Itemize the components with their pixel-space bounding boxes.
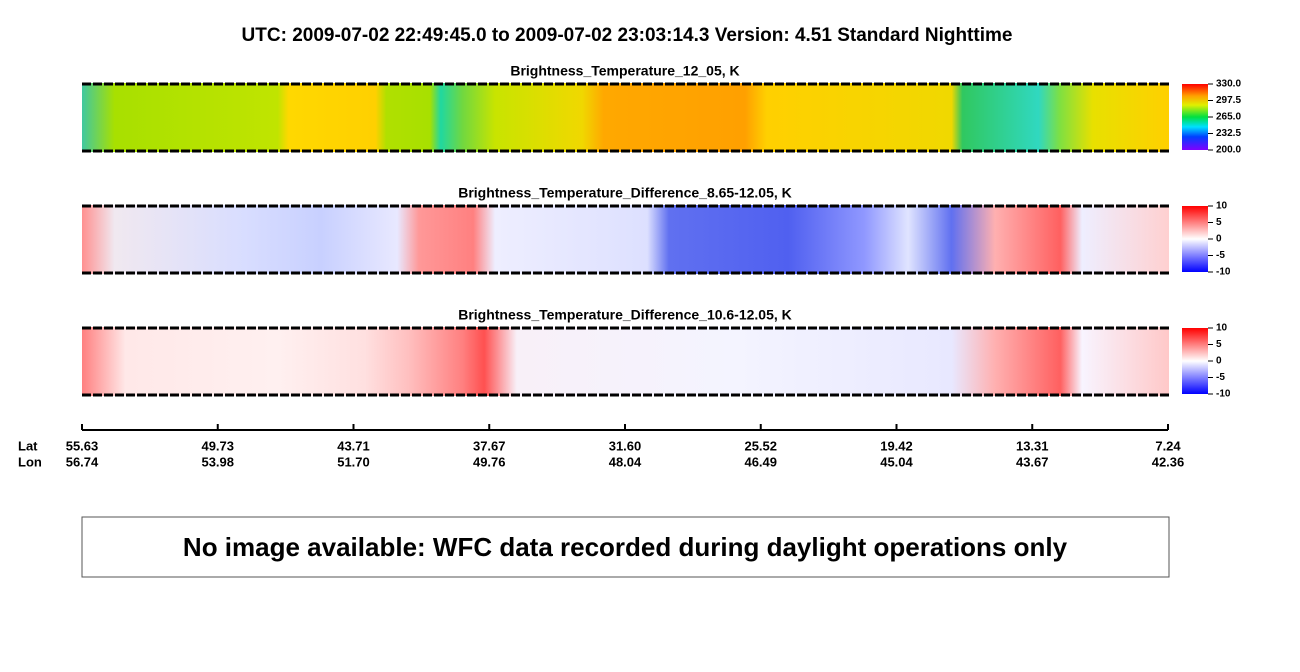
message-box <box>81 516 1170 578</box>
panel-image <box>82 83 1169 152</box>
lat-value: 31.60 <box>609 438 642 453</box>
lon-value: 51.70 <box>337 454 370 469</box>
colorbar-tick-label: 5 <box>1216 217 1222 228</box>
colorbar-tick-label: 232.5 <box>1216 128 1241 139</box>
colorbar-tick-label: -5 <box>1216 250 1225 261</box>
lat-value: 49.73 <box>201 438 234 453</box>
title: UTC: 2009-07-02 22:49:45.0 to 2009-07-02… <box>242 25 1013 46</box>
colorbar <box>1182 328 1208 394</box>
lat-value: 55.63 <box>66 438 99 453</box>
lat-value: 25.52 <box>744 438 777 453</box>
lon-label: Lon <box>18 454 42 469</box>
lon-value: 53.98 <box>201 454 234 469</box>
lon-value: 46.49 <box>744 454 777 469</box>
lat-value: 37.67 <box>473 438 506 453</box>
panel-title: Brightness_Temperature_Difference_10.6-1… <box>458 307 792 323</box>
colorbar-tick-label: 297.5 <box>1216 95 1241 106</box>
lon-value: 43.67 <box>1016 454 1049 469</box>
colorbar-tick-label: 10 <box>1216 323 1228 334</box>
colorbar <box>1182 84 1208 150</box>
colorbar-tick-label: 0 <box>1216 356 1222 367</box>
lat-value: 13.31 <box>1016 438 1049 453</box>
panel-title: Brightness_Temperature_Difference_8.65-1… <box>458 185 792 201</box>
panel-title: Brightness_Temperature_12_05, K <box>510 63 739 79</box>
lon-value: 48.04 <box>609 454 642 469</box>
colorbar-tick-label: 0 <box>1216 234 1222 245</box>
lat-value: 43.71 <box>337 438 370 453</box>
message: No image available: WFC data recorded du… <box>183 532 1068 562</box>
lon-value: 56.74 <box>66 454 99 469</box>
colorbar <box>1182 206 1208 272</box>
lon-value: 42.36 <box>1152 454 1185 469</box>
colorbar-tick-label: 265.0 <box>1216 112 1241 123</box>
colorbar-tick-label: 330.0 <box>1216 79 1241 90</box>
lon-value: 49.76 <box>473 454 506 469</box>
lat-value: 19.42 <box>880 438 913 453</box>
colorbar-tick-label: 5 <box>1216 339 1222 350</box>
colorbar-tick-label: -10 <box>1216 389 1231 400</box>
colorbar-tick-label: 10 <box>1216 201 1228 212</box>
lat-label: Lat <box>18 438 38 453</box>
panel-image <box>82 327 1169 396</box>
lat-value: 7.24 <box>1155 438 1181 453</box>
colorbar-tick-label: -10 <box>1216 267 1231 278</box>
panel-image <box>82 205 1169 274</box>
colorbar-tick-label: -5 <box>1216 372 1225 383</box>
panels: Brightness_Temperature_12_05, K 330.0 297.… <box>82 63 1241 400</box>
lon-value: 45.04 <box>880 454 913 469</box>
colorbar-tick-label: 200.0 <box>1216 145 1241 156</box>
